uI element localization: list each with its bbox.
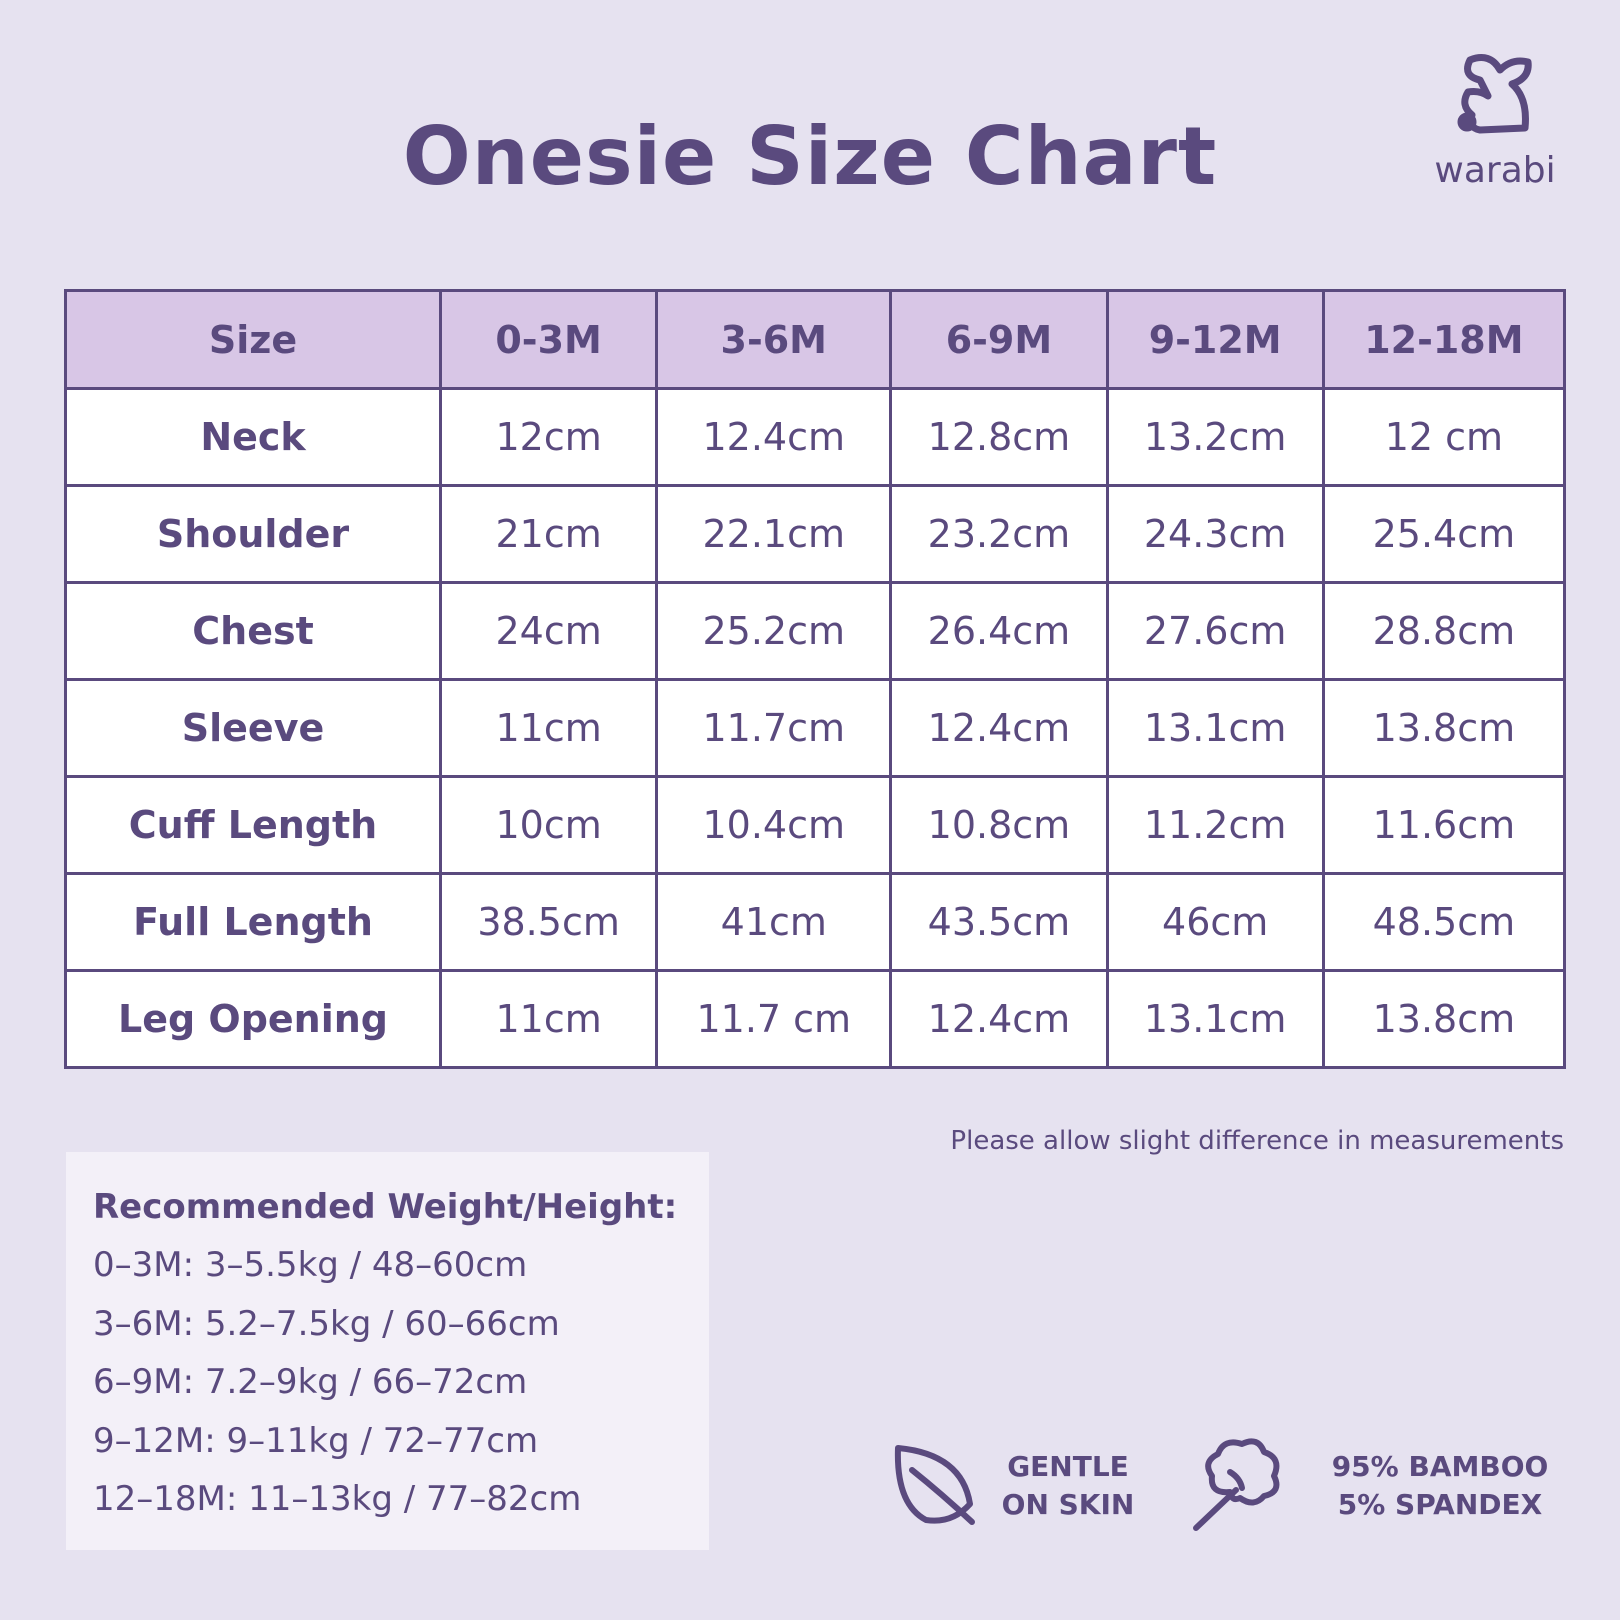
recommendation-line: 3–6M: 5.2–7.5kg / 60–66cm	[93, 1303, 560, 1344]
cell: 10.4cm	[655, 775, 893, 875]
cell: 11.7 cm	[655, 969, 893, 1069]
cell: 24cm	[438, 581, 659, 681]
table-row: Sleeve 11cm 11.7cm 12.4cm 13.1cm 13.8cm	[64, 678, 1567, 778]
cell: 27.6cm	[1105, 581, 1325, 681]
note: Please allow slight difference in measur…	[950, 1126, 1564, 1156]
cell: 11cm	[438, 678, 659, 778]
brand: warabi	[1434, 150, 1556, 191]
header-cell: 9-12M	[1105, 289, 1325, 390]
table-row: Chest 24cm 25.2cm 26.4cm 27.6cm 28.8cm	[64, 581, 1567, 681]
cell: 12.4cm	[655, 387, 893, 487]
recommendation-line: 6–9M: 7.2–9kg / 66–72cm	[93, 1362, 528, 1402]
recommendation-line: 12–18M: 11–13kg / 77–82cm	[93, 1479, 582, 1519]
cell: 13.1cm	[1105, 678, 1325, 778]
feature-line: GENTLE	[1007, 1450, 1129, 1483]
cell: 23.2cm	[889, 484, 1109, 584]
table-row: Shoulder 21cm 22.1cm 23.2cm 24.3cm 25.4cm	[64, 484, 1567, 584]
table-row: Neck 12cm 12.4cm 12.8cm 13.2cm 12 cm	[64, 387, 1567, 487]
cell: 41cm	[655, 872, 893, 972]
cell: 24.3cm	[1105, 484, 1325, 584]
cell: 11.7cm	[655, 678, 893, 778]
recommendation-box: Recommended Weight/Height: 0–3M: 3–5.5kg…	[66, 1152, 709, 1550]
cell: 12 cm	[1321, 387, 1567, 487]
size-table: Size 0-3M 3-6M 6-9M 9-12M 12-18M Neck 12cm 12.4c…	[64, 289, 1567, 1069]
feature: 95% BAMBOO 5% SPANDEX	[1320, 1448, 1560, 1524]
header-cell: 3-6M	[655, 289, 893, 390]
recommendation-title: Recommended Weight/Height:	[93, 1187, 678, 1227]
row-label: Sleeve	[64, 678, 442, 778]
table-row: Full Length 38.5cm 41cm 43.5cm 46cm 48.5cm	[64, 872, 1567, 972]
row-label: Cuff Length	[64, 775, 442, 875]
cell: 48.5cm	[1321, 872, 1567, 972]
cell: 22.1cm	[655, 484, 893, 584]
cell: 43.5cm	[889, 872, 1109, 972]
header-cell: 12-18M	[1321, 289, 1567, 390]
header-row: Size 0-3M 3-6M 6-9M 9-12M 12-18M	[64, 289, 1567, 390]
cell: 11.2cm	[1105, 775, 1325, 875]
cell: 21cm	[438, 484, 659, 584]
cell: 10.8cm	[889, 775, 1109, 875]
cell: 46cm	[1105, 872, 1325, 972]
feature-line: 5% SPANDEX	[1337, 1488, 1543, 1521]
cell: 25.2cm	[655, 581, 893, 681]
cell: 38.5cm	[438, 872, 659, 972]
cell: 13.8cm	[1321, 969, 1567, 1069]
header-cell: Size	[64, 289, 442, 390]
logo-icon	[1457, 54, 1532, 134]
row-label: Chest	[64, 581, 442, 681]
cell: 11cm	[438, 969, 659, 1069]
leaf-icon	[894, 1445, 975, 1525]
cell: 13.2cm	[1105, 387, 1325, 487]
cell: 12.8cm	[889, 387, 1109, 487]
cell: 25.4cm	[1321, 484, 1567, 584]
cotton-icon	[1193, 1438, 1280, 1531]
row-label: Full Length	[64, 872, 442, 972]
recommendation-line: 9–12M: 9–11kg / 72–77cm	[93, 1420, 539, 1461]
cell: 12.4cm	[889, 969, 1109, 1069]
cell: 11.6cm	[1321, 775, 1567, 875]
cell: 13.1cm	[1105, 969, 1325, 1069]
row-label: Leg Opening	[64, 969, 442, 1069]
row-label: Neck	[64, 387, 442, 487]
feature: GENTLE ON SKIN	[958, 1448, 1178, 1524]
header-cell: 6-9M	[889, 289, 1109, 390]
feature-line: 95% BAMBOO	[1331, 1450, 1549, 1483]
title: Onesie Size Chart	[402, 110, 1218, 203]
row-label: Shoulder	[64, 484, 442, 584]
cell: 12.4cm	[889, 678, 1109, 778]
cell: 12cm	[438, 387, 659, 487]
cell: 10cm	[438, 775, 659, 875]
header-cell: 0-3M	[438, 289, 659, 390]
table-row: Leg Opening 11cm 11.7 cm 12.4cm 13.1cm 13.8cm	[64, 969, 1567, 1069]
feature-line: ON SKIN	[1001, 1488, 1135, 1521]
recommendation-line: 0–3M: 3–5.5kg / 48–60cm	[93, 1245, 528, 1285]
table-row: Cuff Length 10cm 10.4cm 10.8cm 11.2cm 11.6cm	[64, 775, 1567, 875]
cell: 13.8cm	[1321, 678, 1567, 778]
cell: 26.4cm	[889, 581, 1109, 681]
cell: 28.8cm	[1321, 581, 1567, 681]
